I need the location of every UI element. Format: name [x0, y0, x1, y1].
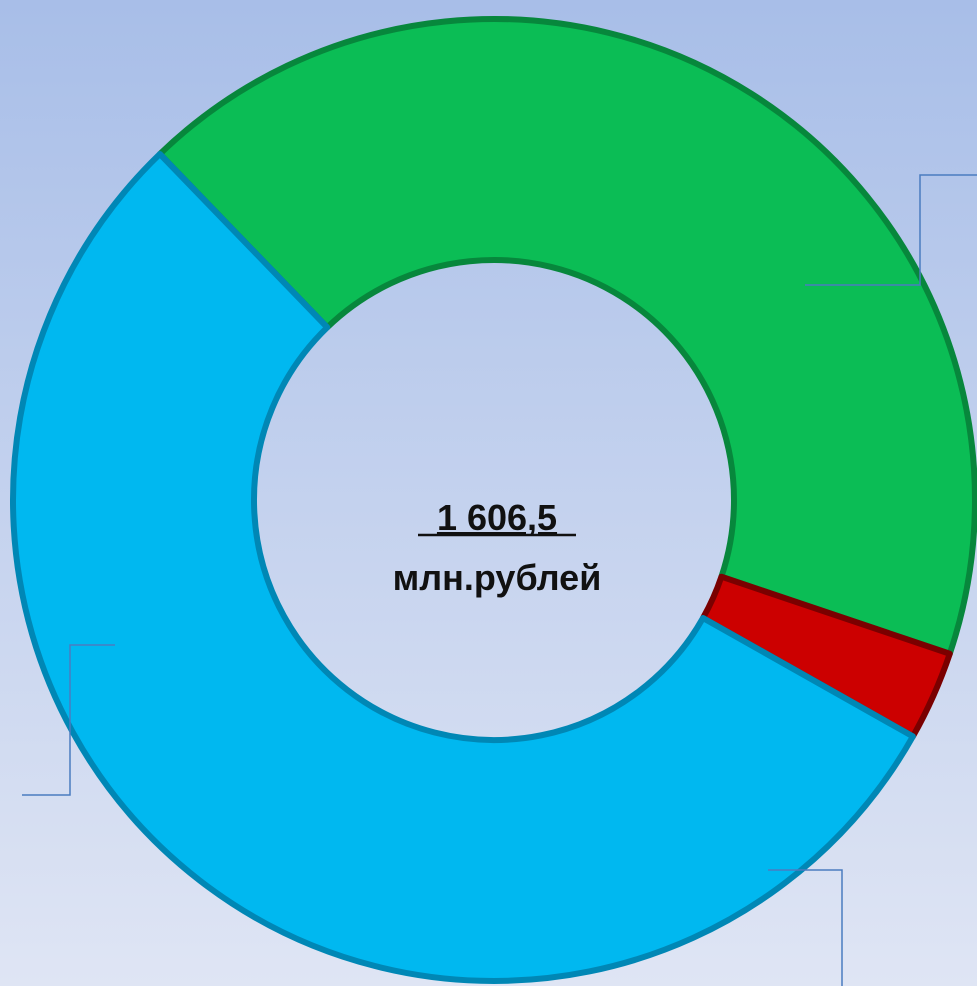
leader-line: [768, 869, 843, 986]
center-unit: млн.рублей: [393, 557, 602, 598]
donut: [10, 16, 977, 984]
slice: [156, 16, 977, 657]
slice: [10, 150, 916, 984]
leader-line: [805, 174, 977, 286]
center-value: 1 606,5: [437, 497, 557, 538]
leader-lines: [22, 174, 977, 986]
leader-line: [22, 644, 115, 796]
